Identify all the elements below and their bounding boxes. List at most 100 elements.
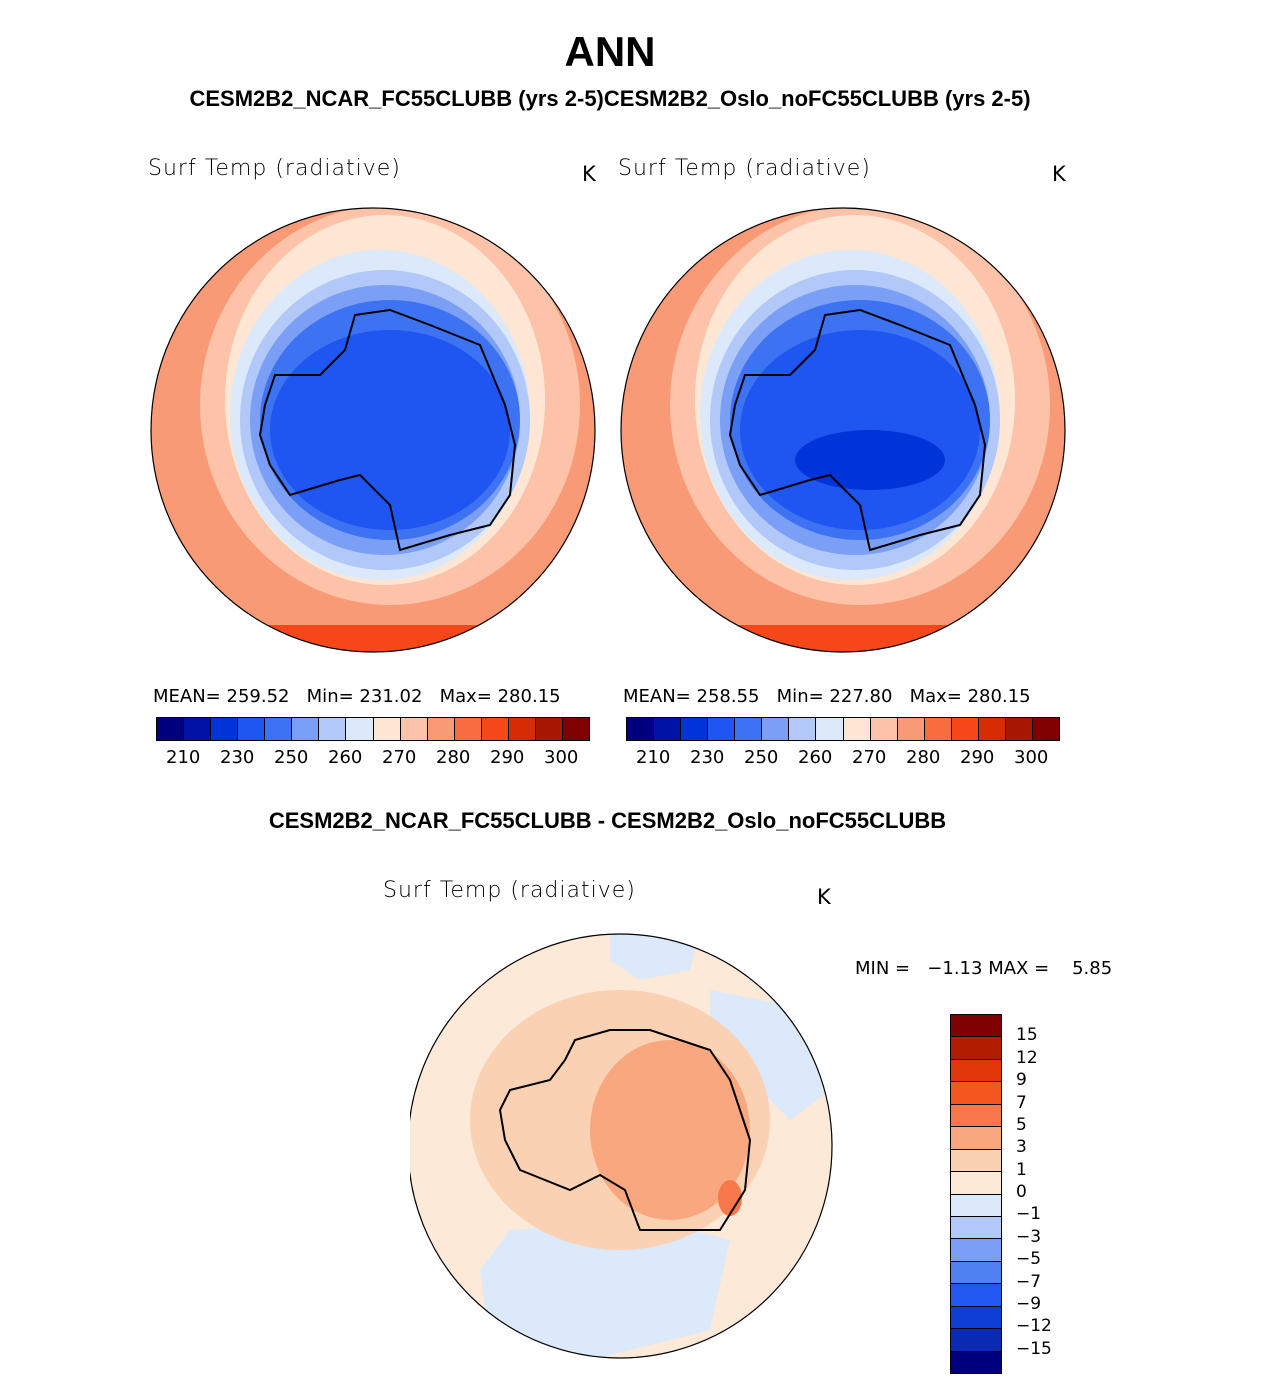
colorbar-swatch xyxy=(319,718,347,740)
map-fill-hot xyxy=(718,1180,742,1216)
colorbar-swatch xyxy=(627,718,655,740)
colorbar-swatch xyxy=(400,718,428,740)
panel2-min-value: 227.80 xyxy=(829,686,893,707)
colorbar-tick-label: 270 xyxy=(382,747,417,768)
map-fill-band xyxy=(795,430,945,490)
panel2-mean-value: 258.55 xyxy=(696,686,760,707)
colorbar-swatch xyxy=(454,718,482,740)
colorbar-swatch xyxy=(951,1329,1001,1352)
colorbar-swatch xyxy=(654,718,682,740)
colorbar-tick-label: 260 xyxy=(798,747,833,768)
map-fill-cool xyxy=(480,1220,730,1358)
panel1-variable-label: Surf Temp (radiative) xyxy=(148,156,401,181)
diff-variable-label: Surf Temp (radiative) xyxy=(383,878,636,903)
colorbar-swatch xyxy=(427,718,455,740)
colorbar-swatch xyxy=(562,718,589,740)
colorbar-tick-label: 250 xyxy=(744,747,779,768)
colorbar-tick-label: 290 xyxy=(960,747,995,768)
diff-max-label: MAX = xyxy=(988,958,1050,979)
colorbar-swatch xyxy=(951,1306,1001,1330)
colorbar-swatch xyxy=(708,718,736,740)
colorbar-swatch xyxy=(951,718,979,740)
colorbar-swatch xyxy=(816,718,844,740)
panel1-max-value: 280.15 xyxy=(497,686,561,707)
colorbar-swatch xyxy=(870,718,898,740)
panel1-mean-value: 259.52 xyxy=(226,686,290,707)
colorbar-swatch xyxy=(535,718,563,740)
map-border xyxy=(410,933,833,1359)
diff-stats: MIN = −1.13 MAX = 5.85 xyxy=(855,958,1112,979)
diff-max-value: 5.85 xyxy=(1072,958,1113,979)
colorbar-swatch xyxy=(951,1194,1001,1217)
colorbar-swatch xyxy=(951,1059,1001,1083)
map-border xyxy=(620,207,1066,653)
panel1-max-label: Max= xyxy=(439,686,492,707)
panel2-stats: MEAN= 258.55 Min= 227.80 Max= 280.15 xyxy=(623,686,1031,707)
colorbar-swatch xyxy=(951,1239,1001,1262)
colorbar-swatch xyxy=(184,718,212,740)
diff-min-value: −1.13 xyxy=(927,958,983,979)
panel2-units: K xyxy=(1052,162,1066,186)
colorbar-tick-label: 250 xyxy=(274,747,309,768)
colorbar-swatch xyxy=(508,718,536,740)
colorbar-tick-label: −15 xyxy=(1016,1338,1052,1359)
colorbar-swatch xyxy=(1032,718,1059,740)
colorbar-swatch xyxy=(681,718,709,740)
colorbar-tick-label: 12 xyxy=(1016,1047,1038,1068)
colorbar-swatch xyxy=(897,718,925,740)
colorbar-swatch xyxy=(157,718,185,740)
colorbar-tick-label: 270 xyxy=(852,747,887,768)
diff-map xyxy=(410,933,833,1359)
panel2-colorbar-ticks: 210 230 250 260 270 280 290 300 xyxy=(626,747,1058,769)
colorbar-tick-label: 260 xyxy=(328,747,363,768)
colorbar-swatch xyxy=(211,718,239,740)
colorbar-swatch xyxy=(481,718,509,740)
panel2-variable-label: Surf Temp (radiative) xyxy=(618,156,871,181)
colorbar-swatch xyxy=(951,1284,1001,1307)
panel1-units: K xyxy=(582,162,596,186)
colorbar-swatch xyxy=(292,718,320,740)
colorbar-tick-label: −1 xyxy=(1016,1204,1042,1225)
panel1-map xyxy=(150,207,596,653)
colorbar-swatch xyxy=(951,1351,1001,1373)
colorbar-swatch xyxy=(265,718,293,740)
colorbar-swatch xyxy=(951,1015,1001,1038)
colorbar-tick-label: 0 xyxy=(1016,1182,1027,1202)
colorbar-tick-label: 9 xyxy=(1016,1070,1027,1091)
antarctica-coastline xyxy=(728,308,987,552)
map-fill-band xyxy=(270,330,510,530)
colorbar-tick-label: −9 xyxy=(1016,1293,1042,1314)
colorbar-tick-label: 7 xyxy=(1016,1092,1027,1113)
colorbar-swatch xyxy=(346,718,374,740)
colorbar-swatch xyxy=(978,718,1006,740)
colorbar-tick-label: −12 xyxy=(1016,1316,1052,1337)
colorbar-tick-label: 15 xyxy=(1016,1025,1038,1046)
diff-min-label: MIN = xyxy=(855,958,911,979)
colorbar-tick-label: 1 xyxy=(1016,1159,1027,1180)
diff-units: K xyxy=(817,885,831,909)
colorbar-swatch xyxy=(951,1149,1001,1173)
panel1-mean-label: MEAN= xyxy=(153,686,221,707)
panel2-max-label: Max= xyxy=(909,686,962,707)
colorbar-tick-label: 210 xyxy=(166,747,201,768)
colorbar-swatch xyxy=(789,718,817,740)
colorbar-swatch xyxy=(951,1261,1001,1285)
map-fill-band xyxy=(621,625,1065,652)
colorbar-tick-label: 230 xyxy=(690,747,725,768)
colorbar-swatch xyxy=(951,1172,1001,1195)
figure-subtitle: CESM2B2_NCAR_FC55CLUBB (yrs 2-5)CESM2B2_… xyxy=(189,86,1031,111)
difference-title: CESM2B2_NCAR_FC55CLUBB - CESM2B2_Oslo_no… xyxy=(268,808,947,833)
colorbar-swatch xyxy=(1005,718,1033,740)
colorbar-tick-label: −5 xyxy=(1016,1249,1042,1270)
colorbar-swatch xyxy=(373,718,401,740)
map-border xyxy=(150,207,596,653)
antarctica-coastline xyxy=(258,308,517,552)
colorbar-swatch xyxy=(951,1037,1001,1060)
colorbar-swatch xyxy=(951,1127,1001,1150)
colorbar-swatch xyxy=(735,718,763,740)
colorbar-swatch xyxy=(924,718,952,740)
colorbar-tick-label: −3 xyxy=(1016,1226,1042,1247)
colorbar-tick-label: 300 xyxy=(1014,747,1049,768)
colorbar-tick-label: 5 xyxy=(1016,1114,1027,1135)
colorbar-swatch xyxy=(951,1216,1001,1240)
